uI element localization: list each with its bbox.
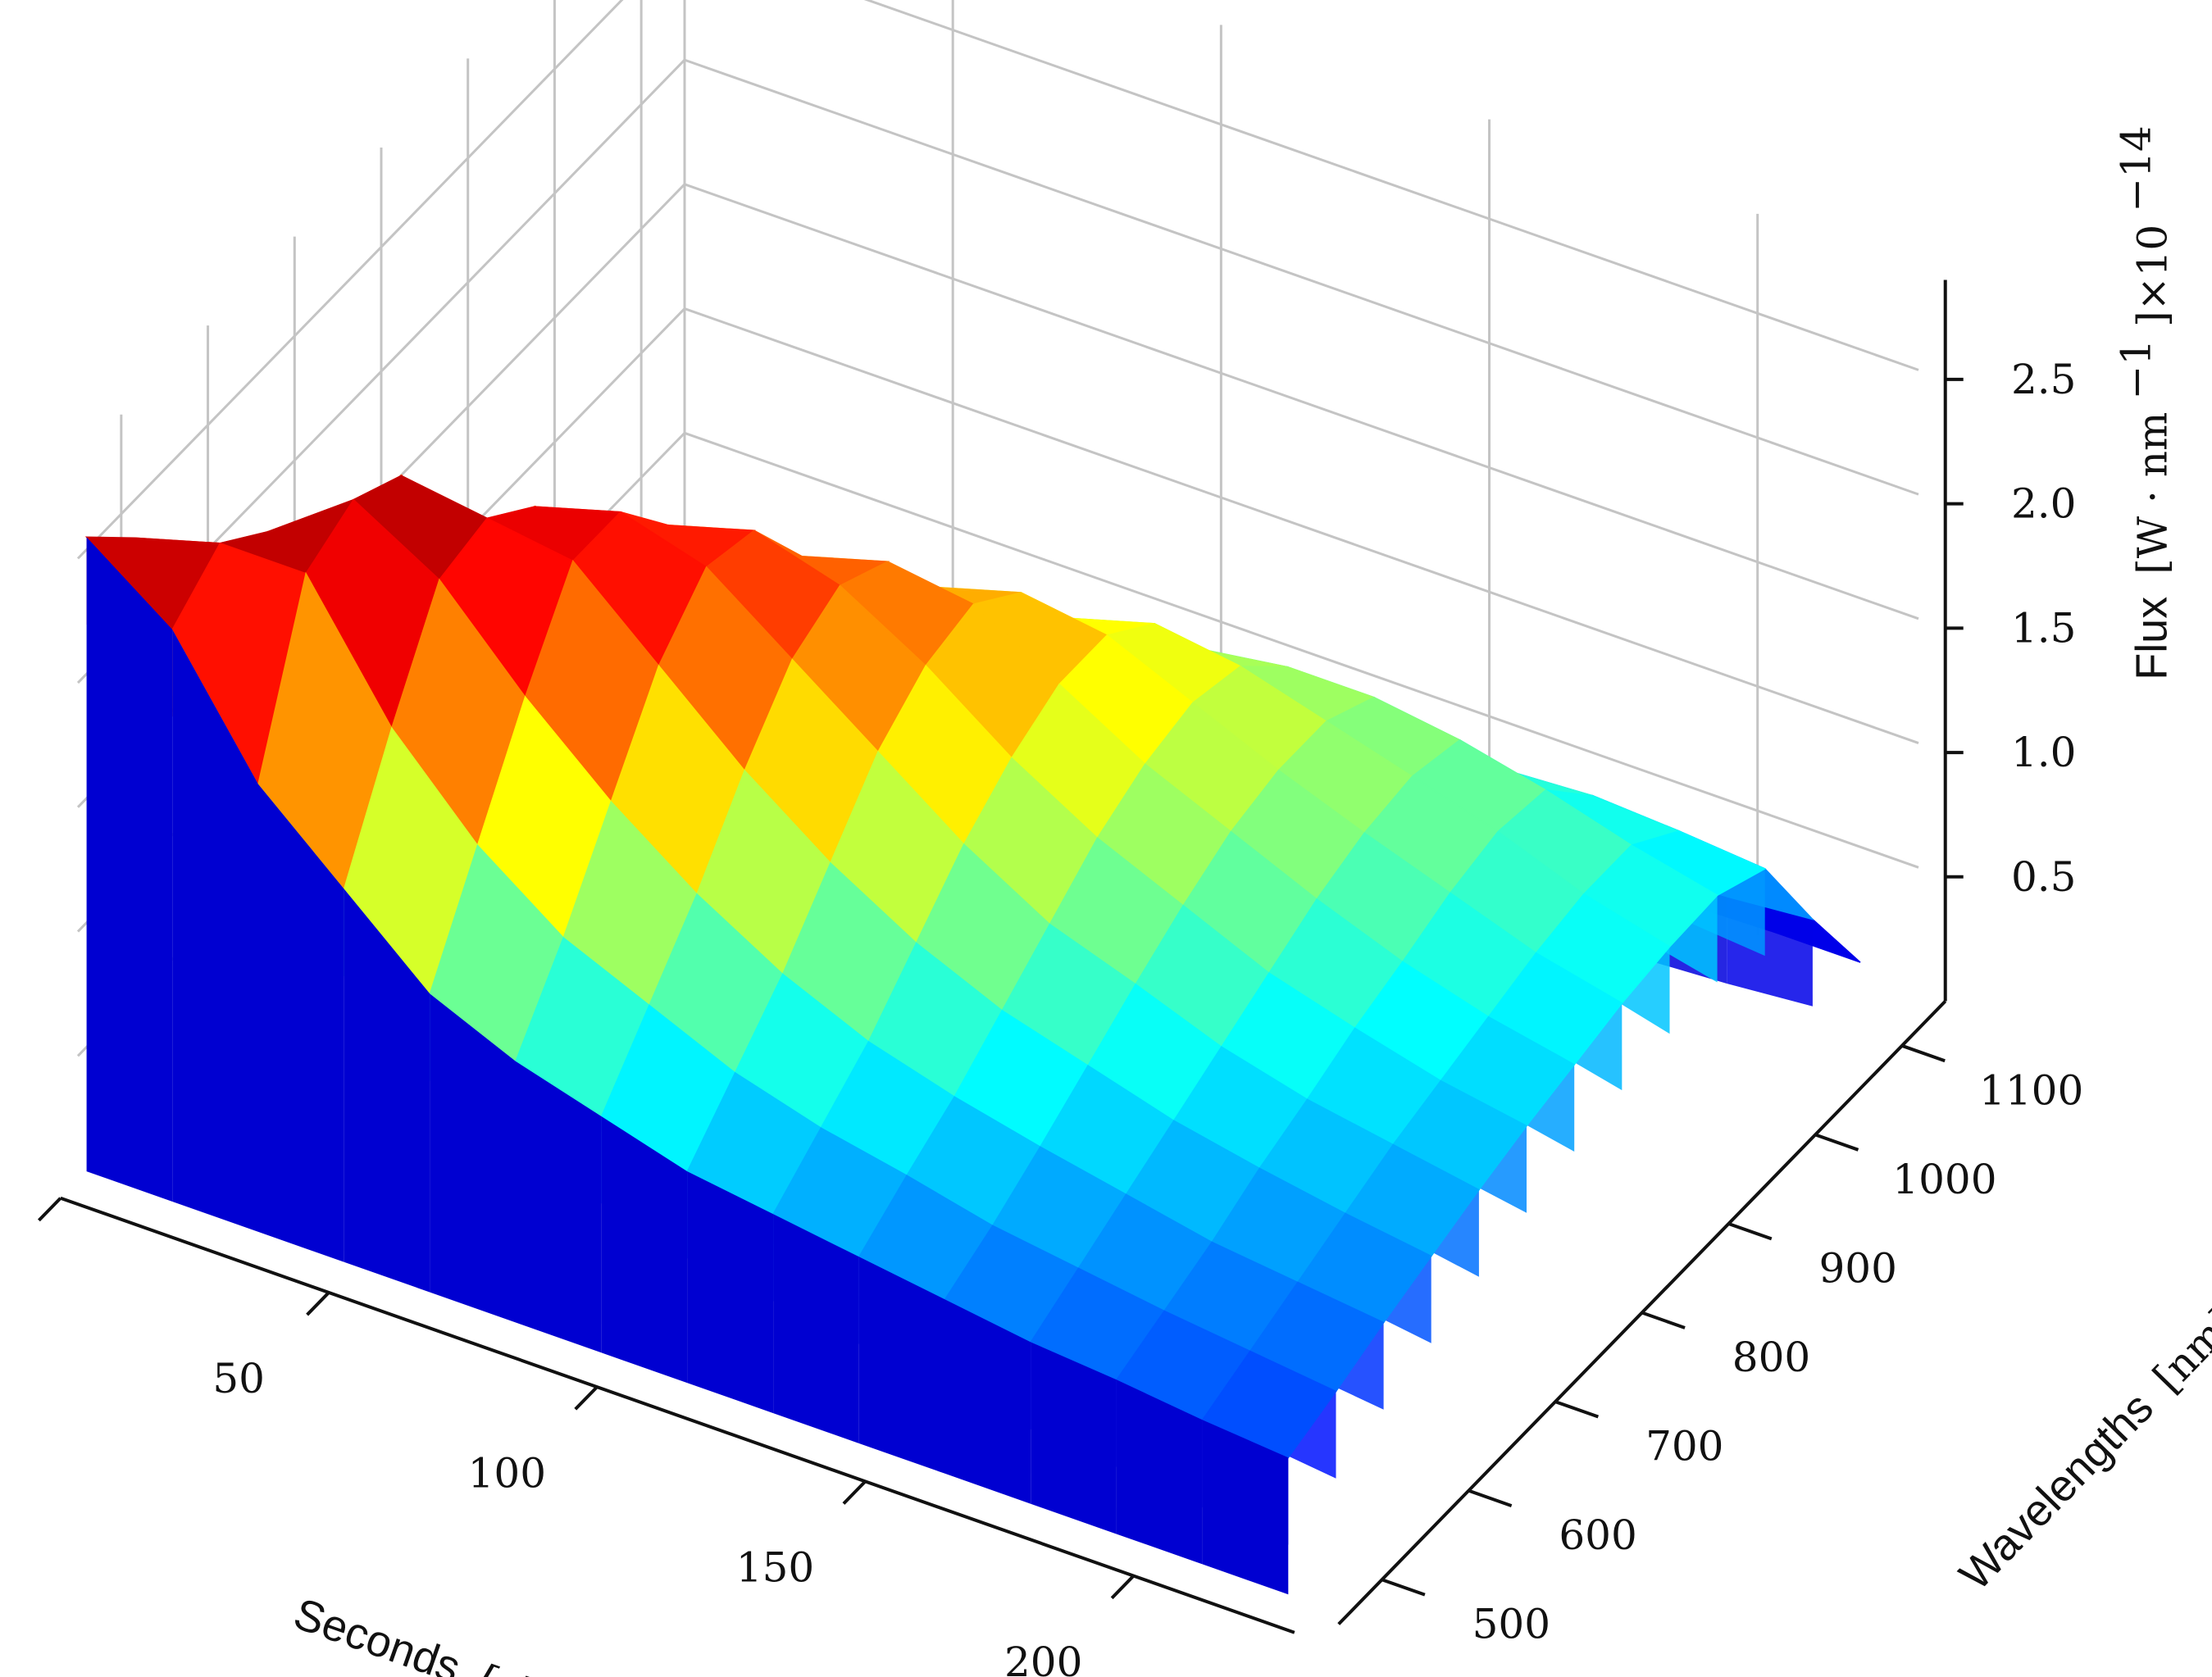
surface-patch (1201, 1350, 1337, 1459)
y-tick-mark (1641, 1311, 1686, 1329)
x-tick-label: 200 (1004, 1638, 1082, 1677)
y-tick-label: 800 (1732, 1334, 1810, 1381)
grid-back-z-1 (684, 307, 1919, 744)
y-tick-label: 1100 (1979, 1066, 2083, 1114)
surface-base (258, 784, 344, 1262)
z-axis-unit-exp2: −14 (2113, 125, 2160, 212)
grid-left-z-4 (76, 0, 624, 560)
z-tick-label: 2.0 (2011, 480, 2077, 528)
y-tick-mark (1727, 1222, 1773, 1241)
y-axis-title-text: Wavelengths (1950, 1383, 2163, 1599)
surface-base (430, 993, 516, 1323)
axes-layer: 050100150200500600700800900100011000.51.… (37, 280, 2083, 1677)
y-tick-label: 1000 (1892, 1156, 1996, 1203)
x-tick-label: 100 (468, 1449, 546, 1497)
surface-base (858, 1257, 945, 1474)
y-axis-line (1337, 1000, 1947, 1625)
surface-base (1031, 1342, 1117, 1534)
x-tick-label: 50 (212, 1355, 265, 1402)
z-tick-label: 1.0 (2011, 729, 2077, 776)
z-axis-title: Flux [W · nm −1 ]×10 −14 (2111, 125, 2177, 680)
x-axis-line (60, 1196, 1295, 1634)
surface-base (86, 537, 173, 1202)
z-tick-label: 0.5 (2011, 853, 2077, 901)
surface-base (344, 888, 430, 1293)
surface-base (516, 1061, 602, 1353)
x-tick-mark (37, 1197, 62, 1222)
surface-base (1202, 1420, 1289, 1595)
x-tick-mark (842, 1479, 867, 1505)
surface-layer (84, 474, 1861, 1595)
y-tick-mark (1381, 1578, 1426, 1597)
y-tick-mark (1468, 1488, 1513, 1507)
x-tick-mark (574, 1385, 599, 1411)
grid-back-z-3 (684, 58, 1919, 496)
z-axis-unit: [W · nm (2129, 412, 2177, 575)
y-tick-label: 900 (1818, 1244, 1896, 1292)
y-axis-unit: [nm] (2144, 1298, 2212, 1401)
x-tick-mark (1110, 1575, 1135, 1600)
x-tick-mark (306, 1291, 330, 1316)
y-tick-mark (1554, 1400, 1600, 1419)
z-tick-label: 1.5 (2011, 604, 2077, 652)
z-axis-unit-exp1: −1 (2113, 339, 2160, 400)
surface-base (687, 1171, 774, 1414)
y-tick-label: 500 (1472, 1601, 1550, 1648)
y-axis-title: Wavelengths [nm] (1950, 1298, 2212, 1600)
grid-back-z-2 (684, 183, 1919, 620)
y-tick-mark (1814, 1133, 1859, 1152)
grid-back-z-4 (863, 0, 1919, 371)
grid-back-z-0 (684, 431, 1919, 869)
z-axis-title-text: Flux (2128, 597, 2177, 680)
y-tick-mark (1901, 1043, 1946, 1063)
x-axis-title: Seconds [s] (288, 1589, 538, 1677)
x-axis-title-text: Seconds (288, 1589, 467, 1677)
x-tick-label: 150 (736, 1544, 814, 1592)
x-axis-unit: [s] (471, 1655, 538, 1677)
z-tick-label: 2.5 (2011, 356, 2077, 403)
surface-base (944, 1299, 1031, 1504)
y-tick-label: 600 (1559, 1511, 1636, 1559)
y-tick-label: 700 (1645, 1423, 1723, 1470)
z-axis-unit-tail: ]×10 (2129, 225, 2177, 327)
surface-base (172, 629, 258, 1232)
surface-base (601, 1116, 688, 1384)
surface-base (1116, 1379, 1203, 1565)
surface-base (773, 1214, 859, 1443)
